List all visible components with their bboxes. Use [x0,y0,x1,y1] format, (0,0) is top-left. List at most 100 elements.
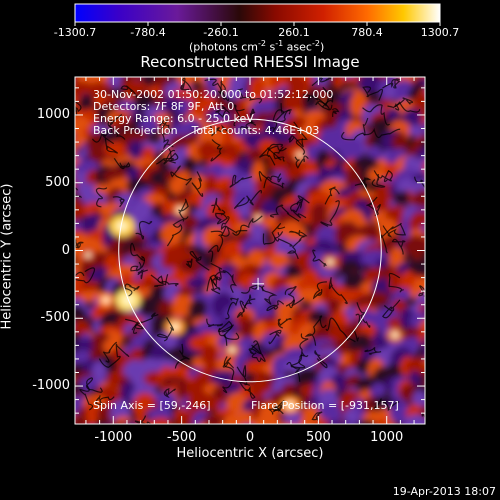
emission-blob [319,282,343,305]
emission-blob [75,182,103,207]
emission-blob [395,77,419,93]
emission-blob [333,77,356,92]
contour-line [211,197,221,213]
emission-blob [75,371,95,389]
emission-blob [301,210,316,226]
contour-line [218,320,233,346]
contour-line [273,146,285,162]
emission-blob [260,199,279,222]
emission-blob [269,225,288,241]
emission-blob [232,159,257,178]
hot-spot-core [391,332,399,338]
contour-line [356,302,371,328]
emission-blob [272,286,299,314]
emission-blob [331,196,354,209]
emission-blob [372,306,400,333]
contour-line [273,103,292,123]
colorbar-tick-label: -260.1 [203,26,239,39]
emission-blob [141,340,166,357]
emission-blob [415,139,425,158]
emission-blob [405,336,421,356]
emission-blob [115,264,137,279]
emission-blob [264,299,280,321]
emission-blob [168,134,194,154]
emission-blob [321,357,338,375]
emission-blob [422,365,425,376]
emission-blob [239,288,267,313]
contour-line [236,298,256,318]
emission-blob [392,191,412,206]
emission-blob [75,255,95,271]
emission-blob [75,191,86,209]
contour-line [206,318,224,328]
colorbar-units: (photons cm-2 s-1 asec-2) [189,39,325,54]
emission-blob [120,173,145,192]
emission-blob [380,150,395,171]
emission-blob [102,167,129,186]
contour-line [371,173,386,188]
emission-blob [172,147,195,164]
emission-blob [230,176,252,195]
contour-line [234,189,262,209]
emission-blob [222,285,248,313]
emission-blob [75,285,87,304]
emission-blob [121,255,139,280]
emission-blob [119,218,144,243]
emission-blob [79,255,101,283]
emission-blob [185,276,210,290]
emission-blob [137,287,162,305]
emission-blob [411,256,425,279]
emission-blob [326,175,353,189]
emission-blob [202,254,224,270]
emission-blob [97,353,122,375]
emission-blob [75,196,86,223]
emission-blob [347,335,368,352]
emission-blob [262,215,280,230]
emission-blob [251,276,278,298]
emission-blob [170,149,195,166]
emission-blob [354,332,372,359]
emission-blob [409,285,425,301]
emission-blob [316,261,337,281]
emission-blob [314,355,339,384]
emission-blob [75,150,98,168]
emission-blob [313,278,339,296]
emission-blob [206,200,229,222]
emission-blob [233,221,255,238]
contour-line [312,281,327,300]
emission-blob [113,155,129,184]
emission-blob [349,316,377,339]
emission-blob [408,124,425,138]
emission-blob [310,324,338,348]
emission-blob [253,374,282,402]
emission-blob [317,343,340,358]
hot-spot-core [255,215,261,221]
emission-blob [131,199,153,223]
emission-blob [255,298,276,316]
emission-blob [268,150,286,170]
emission-blob [388,120,412,143]
emission-blob [295,181,314,209]
emission-blob [260,332,288,350]
emission-blob [82,254,110,281]
emission-blob [292,250,318,272]
emission-blob [385,344,404,367]
emission-blob [260,362,286,380]
contour-line [218,225,248,237]
emission-blob [123,323,139,337]
emission-blob [238,319,260,340]
contour-line [284,285,297,307]
emission-blob [174,272,200,294]
emission-blob [81,213,105,239]
emission-blob [387,296,405,320]
x-axis-label: Heliocentric X (arcsec) [176,446,324,461]
emission-blob [411,207,425,220]
emission-blob [419,87,425,109]
emission-blob [402,260,417,277]
emission-blob [270,351,296,371]
emission-blob [427,173,443,190]
contour-line [137,268,148,280]
emission-blob [250,198,266,226]
colorbar-tick-label: 260.1 [278,26,310,39]
emission-blob [396,405,418,418]
